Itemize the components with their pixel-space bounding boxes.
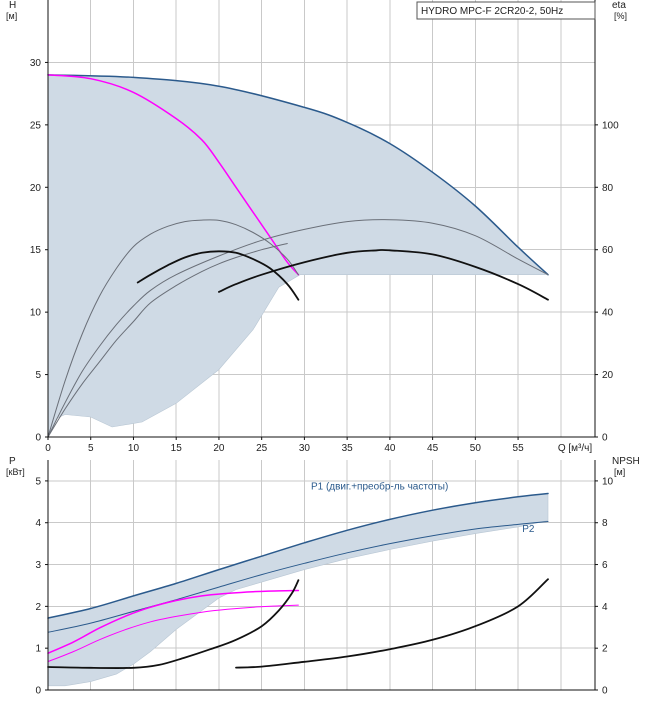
bottom-left-tick-label: 0 bbox=[35, 686, 41, 697]
x-axis-tick-label: 45 bbox=[427, 443, 439, 454]
title-box: HYDRO MPC-F 2CR20-2, 50Hz bbox=[416, 1, 596, 20]
bottom-series-line-3 bbox=[47, 589, 300, 654]
x-axis-tick-label: 15 bbox=[171, 443, 183, 454]
bottom-series-line-1 bbox=[47, 492, 549, 619]
bottom-series-line-6 bbox=[235, 578, 549, 669]
top-left-tick-label: 30 bbox=[30, 58, 42, 69]
top-left-axis-unit: [м] bbox=[6, 11, 17, 21]
bottom-series-line-5 bbox=[47, 579, 300, 669]
x-axis-tick-label: 30 bbox=[299, 443, 311, 454]
bottom-left-tick-label: 5 bbox=[35, 476, 41, 487]
top-left-tick-label: 15 bbox=[30, 245, 42, 256]
bottom-left-axis-unit: [кВт] bbox=[6, 467, 25, 477]
top-right-tick-label: 20 bbox=[602, 370, 614, 381]
bottom-right-tick-label: 10 bbox=[602, 476, 614, 487]
top-right-tick-label: 40 bbox=[602, 308, 614, 319]
top-right-axis-unit: [%] bbox=[614, 11, 627, 21]
top-right-axis-title: eta bbox=[612, 0, 626, 11]
top-series-line-2 bbox=[47, 74, 300, 276]
chart-title: HYDRO MPC-F 2CR20-2, 50Hz bbox=[421, 6, 563, 17]
top-right-tick-label: 100 bbox=[602, 120, 619, 131]
top-series-line-5 bbox=[47, 243, 288, 438]
top-left-tick-label: 25 bbox=[30, 120, 42, 131]
top-left-tick-label: 20 bbox=[30, 183, 42, 194]
x-axis-title: Q [м³/ч] bbox=[558, 443, 593, 454]
top-left-axis-title: H bbox=[9, 0, 16, 11]
power-npsh-panel: 0 1 2 3 4 5 0 2 4 6 8 10 P[кВт] NPSH[м] P1 (двиг.+прео… bbox=[6, 456, 640, 697]
bottom-series-annotation: P1 (двиг.+преобр-ль частоты) bbox=[311, 480, 448, 492]
bottom-left-tick-label: 4 bbox=[35, 518, 41, 529]
top-series-line-6 bbox=[136, 250, 300, 301]
bottom-left-tick-label: 3 bbox=[35, 560, 41, 571]
bottom-left-tick-label: 1 bbox=[35, 644, 41, 655]
top-series-line-4 bbox=[47, 219, 549, 438]
top-right-tick-label: 0 bbox=[602, 433, 608, 444]
bottom-right-tick-label: 4 bbox=[602, 602, 608, 613]
top-series-line-7 bbox=[218, 249, 549, 301]
x-axis-tick-label: 10 bbox=[128, 443, 140, 454]
top-series-line-1 bbox=[47, 74, 549, 276]
bottom-right-tick-label: 6 bbox=[602, 560, 608, 571]
top-right-tick-label: 60 bbox=[602, 245, 614, 256]
top-series-line-3 bbox=[47, 219, 299, 438]
x-axis-tick-label: 40 bbox=[384, 443, 396, 454]
bottom-right-tick-label: 8 bbox=[602, 518, 608, 529]
x-axis-tick-label: 0 bbox=[45, 443, 51, 454]
bottom-series-line-2 bbox=[47, 521, 549, 633]
bottom-right-tick-label: 0 bbox=[602, 686, 608, 697]
title-frame bbox=[416, 1, 596, 20]
bottom-series-annotation: P2 bbox=[522, 524, 535, 535]
x-axis-tick-label: 5 bbox=[88, 443, 94, 454]
bottom-right-axis-title: NPSH bbox=[612, 456, 640, 467]
x-axis-tick-label: 35 bbox=[342, 443, 354, 454]
top-left-tick-label: 10 bbox=[30, 308, 42, 319]
bottom-right-tick-label: 2 bbox=[602, 644, 608, 655]
bottom-left-axis-title: P bbox=[9, 456, 16, 467]
x-axis-tick-label: 25 bbox=[256, 443, 268, 454]
x-axis-tick-label: 50 bbox=[470, 443, 482, 454]
bottom-right-axis-unit: [м] bbox=[614, 467, 625, 477]
x-axis-tick-label: 20 bbox=[213, 443, 225, 454]
head-efficiency-panel: 0 5 10 15 20 25 30 0 20 40 60 80 100 H[м] eta[%] 0 5 10 15… bbox=[6, 0, 627, 454]
bottom-series-line-4 bbox=[47, 604, 299, 663]
top-right-tick-label: 80 bbox=[602, 183, 614, 194]
x-axis-tick-label: 55 bbox=[513, 443, 525, 454]
top-left-tick-label: 5 bbox=[35, 370, 41, 381]
top-left-tick-label: 0 bbox=[35, 433, 41, 444]
bottom-left-tick-label: 2 bbox=[35, 602, 41, 613]
